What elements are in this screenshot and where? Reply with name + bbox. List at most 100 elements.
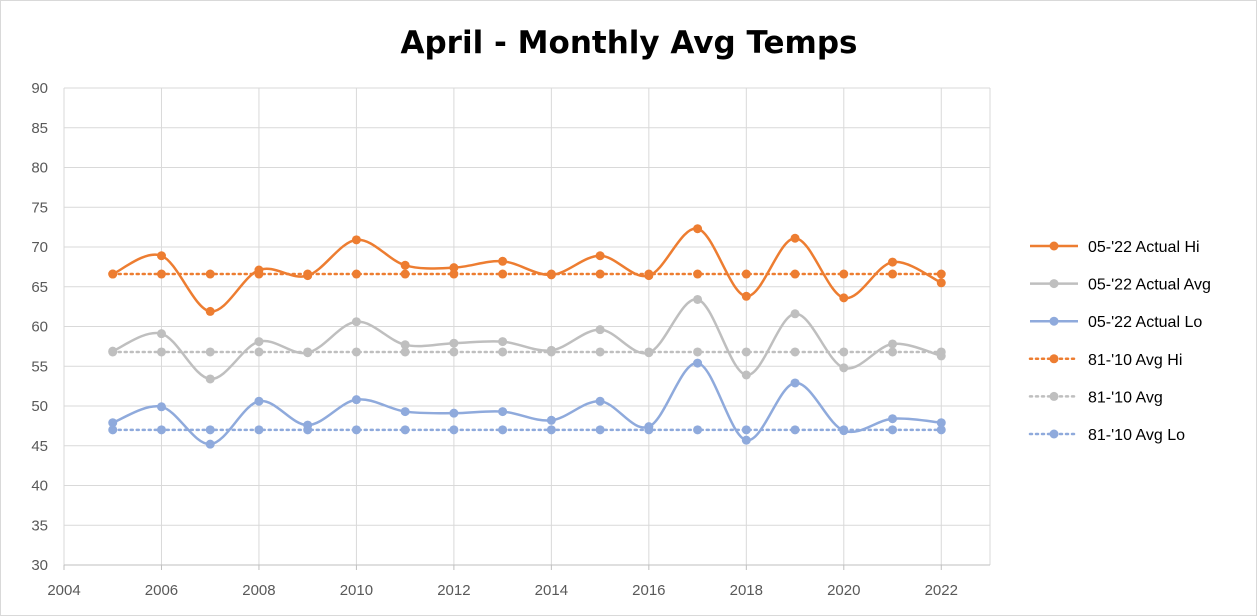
data-point [108,418,118,428]
data-point [936,278,946,288]
data-point [693,269,703,279]
legend: 05-'22 Actual Hi 05-'22 Actual Avg 05-'22 … [1028,239,1211,444]
x-tick-label: 2022 [925,582,958,599]
data-point [108,269,118,279]
data-point [449,269,459,279]
data-point [108,346,118,356]
data-point [205,347,215,357]
data-point [888,347,898,357]
legend-swatch-marker [1049,316,1059,326]
data-point [936,418,946,428]
data-point [351,269,361,279]
data-point [254,396,264,406]
legend-swatch-marker [1049,354,1059,364]
series-0 [108,224,946,316]
data-point [156,251,166,261]
data-point [839,269,849,279]
data-point [498,407,508,417]
legend-item: 05-'22 Actual Avg [1030,277,1211,294]
data-point [595,269,605,279]
data-point [644,271,654,281]
data-point [498,337,508,347]
data-point [205,269,215,279]
data-point [498,425,508,435]
data-point [449,263,459,273]
data-point [498,256,508,266]
series-line [112,227,942,313]
y-tick-label: 60 [31,319,48,336]
data-point [400,269,410,279]
data-point [741,291,751,301]
legend-swatch-marker [1049,429,1059,439]
data-point [936,351,946,361]
series-5 [108,425,946,435]
data-point [546,270,556,280]
data-point [156,269,166,279]
data-point [400,340,410,350]
data-point [156,329,166,339]
data-point [498,269,508,279]
data-point [936,425,946,435]
data-point [888,425,898,435]
data-point [693,224,703,234]
data-point [498,347,508,357]
data-point [254,265,264,275]
legend-item: 05-'22 Actual Hi [1030,239,1200,256]
data-point [790,233,800,243]
data-point [449,425,459,435]
data-point [205,306,215,316]
series-1 [108,294,946,384]
data-point [449,338,459,348]
x-tick-label: 2008 [242,582,275,599]
data-point [205,374,215,384]
data-point [351,347,361,357]
y-tick-label: 50 [31,398,48,415]
series-line [112,298,942,381]
y-tick-label: 30 [31,557,48,574]
data-point [303,271,313,281]
legend-label: 05-'22 Actual Lo [1088,314,1202,331]
y-tick-label: 80 [31,160,48,177]
data-point [741,425,751,435]
y-tick-label: 45 [31,438,48,455]
data-point [546,415,556,425]
legend-label: 81-'10 Avg Hi [1088,352,1182,369]
data-point [644,422,654,432]
data-point [790,347,800,357]
data-point [156,425,166,435]
data-point [790,309,800,319]
data-point [888,269,898,279]
data-point [254,347,264,357]
data-point [351,395,361,405]
legend-label: 81-'10 Avg [1088,389,1163,406]
data-point [693,425,703,435]
data-point [644,348,654,358]
data-point [254,337,264,347]
data-point [888,257,898,267]
data-point [351,425,361,435]
gridlines [63,87,991,566]
legend-item: 81-'10 Avg Lo [1028,427,1185,444]
data-point [839,363,849,373]
x-tick-label: 2016 [632,582,665,599]
x-tick-label: 2006 [145,582,178,599]
data-point [156,347,166,357]
data-point [108,425,118,435]
data-point [595,325,605,335]
y-tick-label: 85 [31,120,48,137]
data-point [546,345,556,355]
data-point [693,358,703,368]
y-tick-label: 70 [31,239,48,256]
x-tick-label: 2010 [340,582,373,599]
legend-label: 05-'22 Actual Avg [1088,277,1211,294]
data-point [790,269,800,279]
data-point [741,269,751,279]
data-point [888,339,898,349]
legend-label: 05-'22 Actual Hi [1088,239,1200,256]
data-point [400,407,410,417]
x-tick-label: 2018 [730,582,763,599]
data-point [303,348,313,358]
data-point [351,317,361,327]
